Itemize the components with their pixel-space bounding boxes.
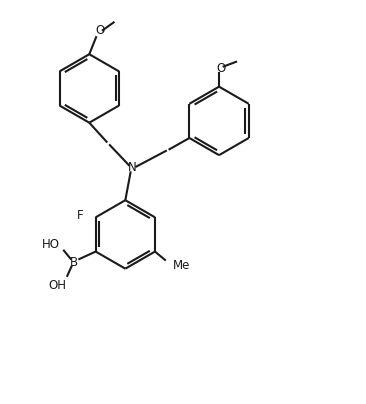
Text: N: N bbox=[128, 161, 137, 174]
Text: B: B bbox=[70, 256, 78, 269]
Text: OH: OH bbox=[49, 279, 67, 292]
Text: F: F bbox=[76, 209, 83, 222]
Text: HO: HO bbox=[42, 238, 60, 251]
Text: O: O bbox=[96, 24, 105, 37]
Text: O: O bbox=[216, 62, 225, 75]
Text: Me: Me bbox=[173, 259, 190, 272]
